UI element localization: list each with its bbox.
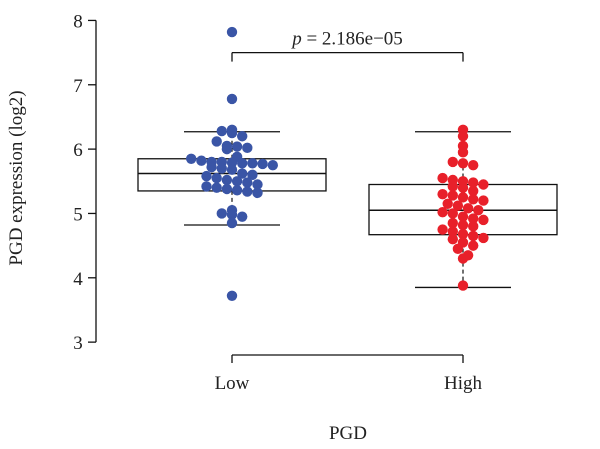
data-point bbox=[237, 211, 248, 222]
data-point bbox=[457, 192, 469, 203]
data-point bbox=[211, 182, 222, 193]
data-point bbox=[457, 219, 469, 231]
data-point bbox=[447, 208, 458, 219]
data-point bbox=[216, 125, 227, 137]
data-point bbox=[468, 230, 479, 242]
data-point bbox=[437, 224, 448, 235]
data-point bbox=[447, 217, 458, 229]
y-axis-label: PGD expression (log2) bbox=[6, 90, 27, 265]
data-point bbox=[216, 208, 227, 219]
data-point bbox=[216, 163, 227, 174]
y-tick-label: 5 bbox=[73, 204, 83, 225]
data-point bbox=[226, 164, 238, 175]
data-point bbox=[437, 172, 448, 184]
data-point bbox=[226, 127, 238, 139]
data-point bbox=[457, 158, 469, 169]
data-point bbox=[221, 143, 233, 155]
x-tick-label: High bbox=[444, 373, 483, 394]
data-point bbox=[226, 26, 238, 38]
data-point bbox=[468, 159, 479, 171]
data-point bbox=[211, 172, 222, 184]
data-point bbox=[247, 158, 258, 169]
y-tick-label: 3 bbox=[73, 333, 83, 354]
data-point bbox=[186, 153, 197, 164]
y-tick-label: 7 bbox=[73, 76, 83, 97]
data-point bbox=[457, 147, 469, 158]
data-point bbox=[242, 177, 253, 188]
data-point bbox=[468, 185, 479, 197]
data-point bbox=[237, 158, 248, 169]
data-point bbox=[468, 221, 479, 232]
points-layer bbox=[186, 26, 489, 302]
y-tick-label: 4 bbox=[73, 269, 83, 290]
data-point bbox=[226, 93, 238, 105]
p-value-label: p = 2.186e−05 bbox=[290, 29, 403, 50]
data-point bbox=[473, 205, 484, 216]
p-value-annotation: p = 2.186e−05 bbox=[231, 29, 464, 62]
data-point bbox=[201, 170, 212, 182]
data-point bbox=[447, 156, 458, 168]
data-point bbox=[462, 203, 474, 214]
data-point bbox=[206, 161, 217, 173]
data-point bbox=[457, 211, 469, 222]
boxes-layer bbox=[137, 131, 558, 289]
data-point bbox=[457, 182, 469, 193]
y-tick-label: 6 bbox=[73, 140, 83, 161]
p-value-text: = 2.186e−05 bbox=[306, 29, 402, 50]
data-point bbox=[478, 232, 489, 244]
data-point bbox=[252, 187, 263, 199]
data-point bbox=[221, 174, 233, 186]
data-point bbox=[447, 190, 458, 201]
data-point bbox=[267, 159, 278, 171]
data-point bbox=[457, 131, 469, 142]
data-point bbox=[478, 195, 489, 206]
y-axis: 3 4 5 6 7 8 bbox=[73, 11, 97, 354]
data-point bbox=[257, 158, 268, 170]
data-point bbox=[452, 243, 464, 255]
data-point bbox=[468, 194, 479, 205]
data-point bbox=[237, 131, 248, 142]
data-point bbox=[437, 188, 448, 200]
data-point bbox=[478, 179, 489, 190]
data-point bbox=[478, 214, 489, 226]
data-point bbox=[252, 179, 263, 190]
data-point bbox=[196, 155, 207, 166]
x-axis-label: PGD bbox=[329, 423, 367, 444]
x-tick-label: Low bbox=[215, 373, 250, 394]
data-point bbox=[457, 228, 469, 240]
x-axis: Low High bbox=[215, 354, 483, 394]
data-point bbox=[231, 176, 243, 187]
data-point bbox=[201, 181, 212, 192]
data-point bbox=[247, 169, 258, 181]
data-point bbox=[468, 240, 479, 251]
data-point bbox=[457, 280, 469, 291]
data-point bbox=[468, 177, 479, 188]
data-point bbox=[231, 141, 243, 152]
data-point bbox=[447, 233, 458, 245]
data-point bbox=[211, 136, 222, 147]
data-point bbox=[226, 209, 238, 220]
data-point bbox=[447, 181, 458, 192]
data-point bbox=[468, 213, 479, 224]
data-point bbox=[437, 206, 448, 218]
data-point bbox=[457, 253, 469, 264]
data-point bbox=[231, 185, 243, 196]
data-point bbox=[237, 168, 248, 179]
p-symbol: p bbox=[290, 29, 302, 50]
data-point bbox=[226, 217, 238, 229]
data-point bbox=[221, 183, 233, 195]
data-point bbox=[242, 186, 253, 197]
data-point bbox=[226, 290, 238, 302]
data-point bbox=[447, 226, 458, 237]
data-point bbox=[242, 142, 253, 154]
data-point bbox=[452, 200, 464, 211]
y-tick-label: 8 bbox=[73, 11, 83, 32]
data-point bbox=[442, 198, 453, 210]
